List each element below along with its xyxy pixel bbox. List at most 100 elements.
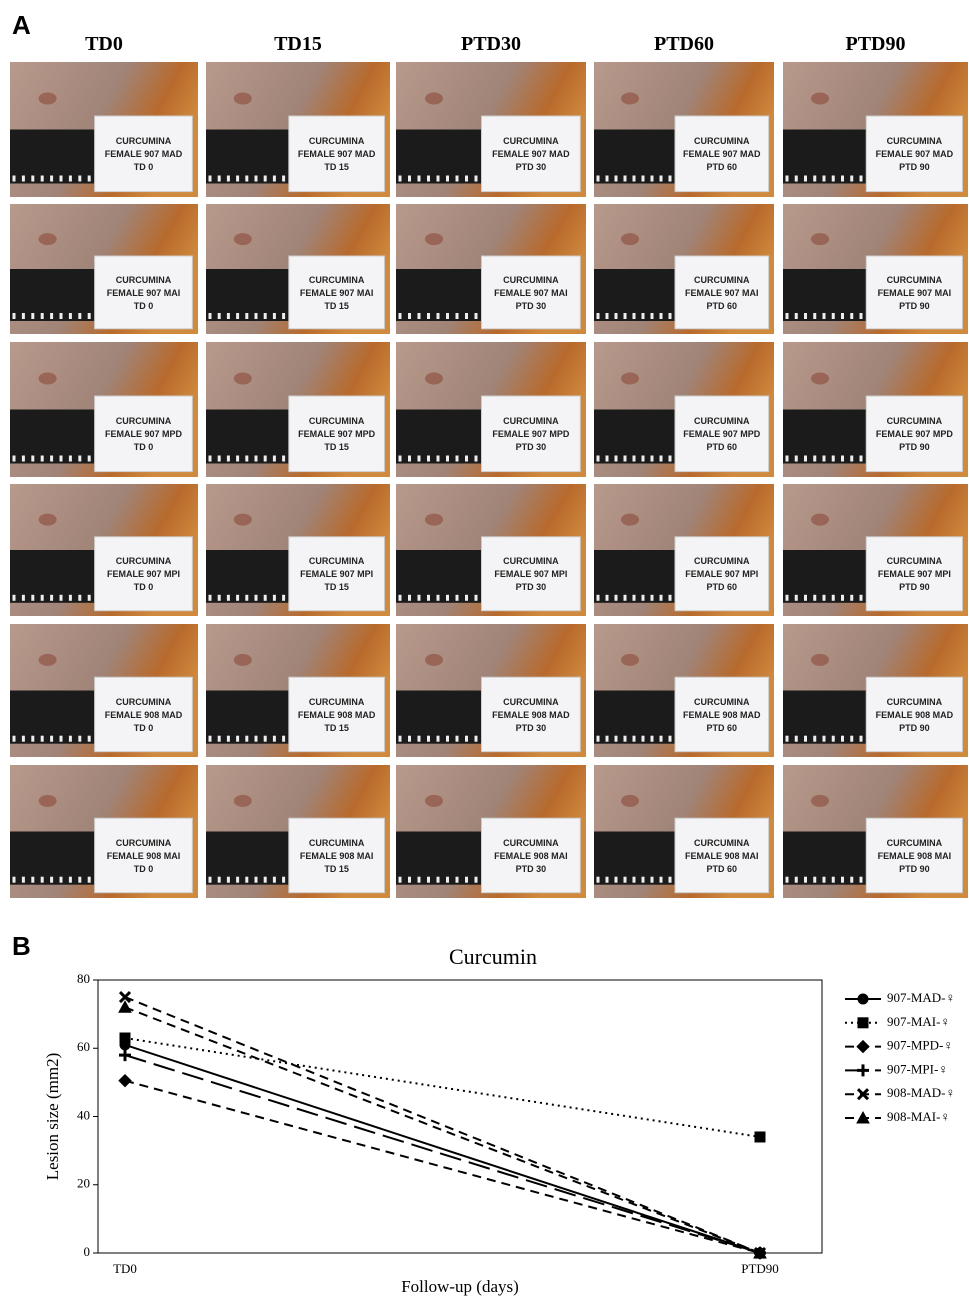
ruler (783, 410, 876, 464)
card-text: CURCUMINA (503, 838, 559, 848)
lesion (39, 92, 57, 104)
card-text: FEMALE 907 MPD (683, 429, 761, 439)
card-text: CURCUMINA (694, 136, 750, 146)
series-line (125, 997, 760, 1253)
card-text: PTD 90 (899, 582, 930, 592)
card-text: PTD 90 (899, 162, 930, 172)
card-text: CURCUMINA (116, 136, 172, 146)
card-text: CURCUMINA (887, 275, 943, 285)
figure: A B TD0 TD15 PTD30 PTD60 PTD90 CURCUMINA FEMAL… (0, 0, 969, 1303)
card-text: FEMALE 907 MAI (107, 288, 181, 298)
card-text: PTD 60 (707, 162, 738, 172)
ruler (783, 130, 876, 184)
card-text: PTD 60 (707, 301, 738, 311)
card-text: FEMALE 907 MAD (876, 149, 954, 159)
card-text: TD 15 (324, 162, 349, 172)
marker (120, 1033, 130, 1043)
card-text: FEMALE 908 MAI (300, 851, 374, 861)
card-text: FEMALE 907 MPD (876, 429, 954, 439)
card-text: FEMALE 907 MPI (107, 569, 180, 579)
lesion (811, 92, 829, 104)
card-text: CURCUMINA (694, 275, 750, 285)
series-line (125, 1055, 760, 1253)
lesion (811, 372, 829, 384)
lesion (425, 233, 443, 245)
y-tick-label: 20 (77, 1176, 90, 1191)
card-text: PTD 90 (899, 301, 930, 311)
card-text: CURCUMINA (887, 838, 943, 848)
card-text: PTD 60 (707, 442, 738, 452)
column-header: PTD30 (461, 33, 521, 55)
card-text: FEMALE 908 MAD (105, 710, 183, 720)
x-tick-label: TD0 (113, 1261, 137, 1276)
ruler (396, 130, 491, 184)
card-text: FEMALE 907 MPD (298, 429, 376, 439)
lesion (425, 795, 443, 807)
card-text: TD 15 (324, 301, 349, 311)
column-header: TD15 (274, 33, 322, 55)
lesion (39, 233, 57, 245)
lesion (621, 92, 639, 104)
card-text: CURCUMINA (503, 416, 559, 426)
marker (119, 1049, 131, 1061)
card-text: PTD 30 (516, 723, 547, 733)
card-text: CURCUMINA (116, 697, 172, 707)
card-text: FEMALE 908 MAI (878, 851, 952, 861)
lesion (39, 795, 57, 807)
lesion (621, 654, 639, 666)
x-tick-label: PTD90 (741, 1261, 779, 1276)
card-text: TD 15 (324, 582, 349, 592)
card-text: CURCUMINA (309, 136, 365, 146)
card-text: FEMALE 908 MAI (685, 851, 759, 861)
lesion (39, 514, 57, 526)
card-text: CURCUMINA (309, 556, 365, 566)
card-text: TD 15 (324, 723, 349, 733)
ruler (10, 410, 104, 464)
series-line (125, 1038, 760, 1137)
column-header: PTD60 (654, 33, 714, 55)
card-text: FEMALE 907 MAI (685, 288, 759, 298)
card-text: CURCUMINA (309, 416, 365, 426)
card-text: TD 0 (134, 442, 154, 452)
card-text: FEMALE 907 MAD (105, 149, 183, 159)
chart-title: Curcumin (449, 944, 537, 969)
lesion (234, 514, 252, 526)
card-text: CURCUMINA (309, 275, 365, 285)
card-text: TD 0 (134, 162, 154, 172)
card-text: FEMALE 907 MPI (878, 569, 951, 579)
plot-frame (98, 980, 822, 1253)
card-text: PTD 90 (899, 864, 930, 874)
panel-label: A (12, 10, 31, 40)
panel-label: B (12, 931, 31, 961)
lesion (234, 795, 252, 807)
legend-marker (858, 994, 868, 1004)
card-text: TD 15 (324, 864, 349, 874)
legend-label: 907-MAD-♀ (887, 990, 955, 1005)
card-text: CURCUMINA (887, 697, 943, 707)
card-text: TD 0 (134, 582, 154, 592)
lesion (621, 514, 639, 526)
card-text: CURCUMINA (887, 136, 943, 146)
lesion (234, 654, 252, 666)
lesion (234, 92, 252, 104)
card-text: CURCUMINA (503, 697, 559, 707)
card-text: FEMALE 907 MAD (492, 149, 570, 159)
lesion (811, 795, 829, 807)
card-text: FEMALE 908 MAD (492, 710, 570, 720)
legend-marker (858, 1018, 868, 1028)
series-line (125, 1045, 760, 1253)
ruler (206, 130, 298, 184)
card-text: FEMALE 907 MPI (300, 569, 373, 579)
card-text: FEMALE 907 MAD (683, 149, 761, 159)
card-text: CURCUMINA (503, 136, 559, 146)
lesion (621, 233, 639, 245)
card-text: PTD 30 (516, 162, 547, 172)
card-text: PTD 30 (516, 301, 547, 311)
card-text: PTD 60 (707, 582, 738, 592)
lesion (425, 92, 443, 104)
lesion (811, 654, 829, 666)
card-text: PTD 60 (707, 864, 738, 874)
card-text: PTD 90 (899, 723, 930, 733)
lesion (621, 372, 639, 384)
lesion (621, 795, 639, 807)
